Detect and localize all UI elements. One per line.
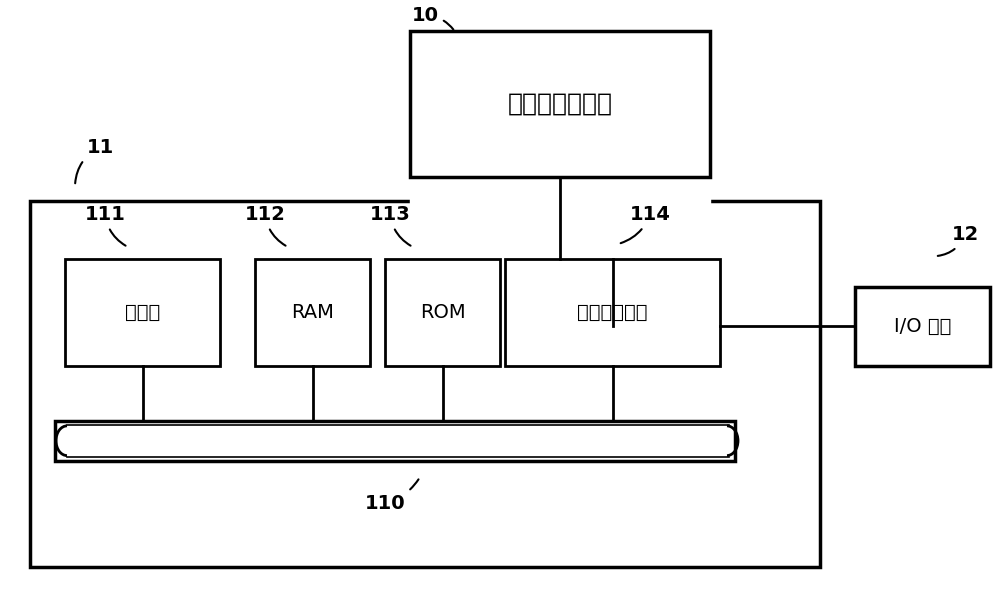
Polygon shape xyxy=(410,198,710,204)
Bar xyxy=(255,259,370,366)
Bar xyxy=(410,30,710,177)
Bar xyxy=(385,259,500,366)
Bar xyxy=(65,259,220,366)
Text: 112: 112 xyxy=(245,205,286,246)
Text: 11: 11 xyxy=(75,138,114,183)
Text: I/O 装置: I/O 装置 xyxy=(894,317,951,336)
Text: RAM: RAM xyxy=(291,303,334,322)
Bar xyxy=(30,201,820,567)
Bar xyxy=(505,259,720,366)
Bar xyxy=(855,287,990,366)
Text: ROM: ROM xyxy=(420,303,465,322)
Text: 110: 110 xyxy=(365,479,419,513)
Text: 114: 114 xyxy=(621,205,670,243)
Text: 处理器: 处理器 xyxy=(125,303,160,322)
Text: 存储器存储装置: 存储器存储装置 xyxy=(507,92,612,116)
Text: 111: 111 xyxy=(85,205,126,246)
Text: 113: 113 xyxy=(370,205,411,246)
Bar xyxy=(55,421,735,461)
Text: 12: 12 xyxy=(938,225,979,256)
Text: 数据传输接口: 数据传输接口 xyxy=(577,303,648,322)
Text: 10: 10 xyxy=(412,5,453,29)
